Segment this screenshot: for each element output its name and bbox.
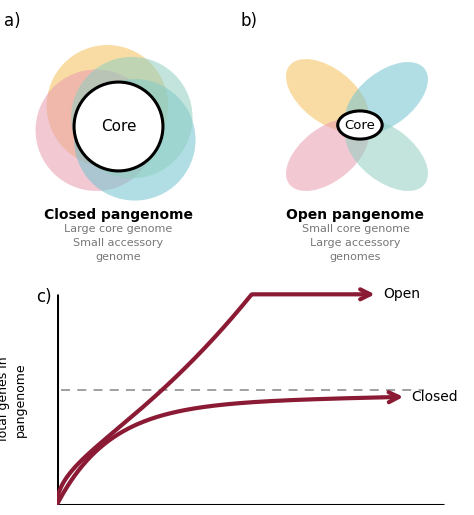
Circle shape [71,57,192,178]
Ellipse shape [286,59,369,132]
Ellipse shape [345,118,428,191]
Text: Large core genome
Small accessory
genome: Large core genome Small accessory genome [64,224,173,262]
Circle shape [46,45,168,166]
Circle shape [36,70,157,191]
Ellipse shape [286,118,369,191]
Text: b): b) [241,12,258,30]
Ellipse shape [345,62,428,135]
Circle shape [74,82,163,171]
Ellipse shape [337,111,382,139]
Text: Open: Open [383,287,420,301]
Text: Core: Core [345,118,375,131]
Text: Open pangenome: Open pangenome [286,208,425,222]
Text: c): c) [36,288,52,306]
Text: Total genes in
pangenome: Total genes in pangenome [0,356,27,443]
Circle shape [74,79,195,200]
Text: a): a) [4,12,20,30]
Text: Small core genome
Large accessory
genomes: Small core genome Large accessory genome… [301,224,410,262]
Text: Closed pangenome: Closed pangenome [44,208,193,222]
Text: Core: Core [101,119,136,134]
Text: Closed: Closed [411,390,458,404]
